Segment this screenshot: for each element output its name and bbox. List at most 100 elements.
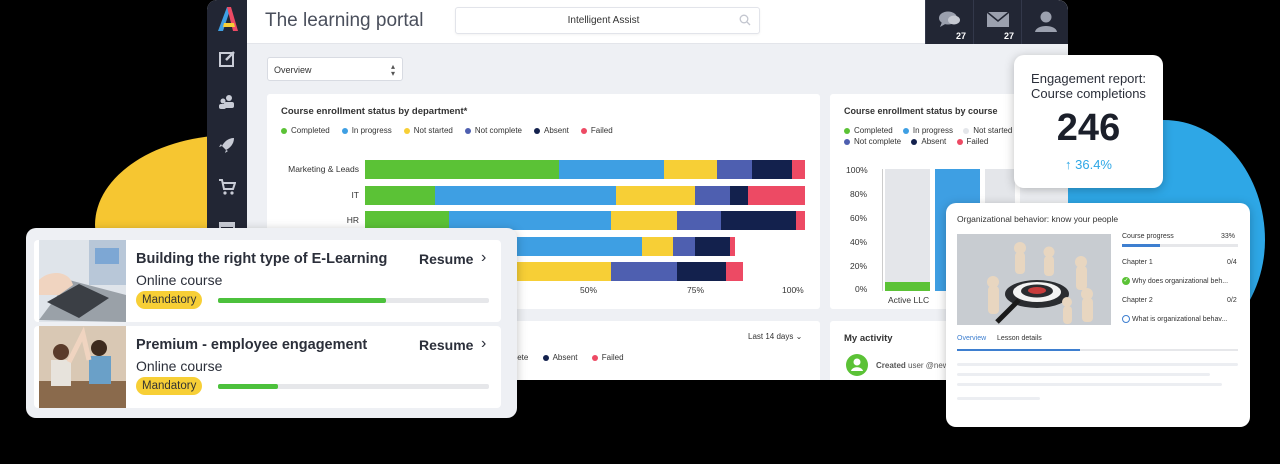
edit-icon[interactable]: [217, 50, 237, 70]
tab-underline-track: [957, 349, 1238, 351]
legend-item-not-started: Not started: [403, 126, 453, 135]
bar-label: HR: [346, 215, 359, 225]
users-icon[interactable]: [217, 93, 237, 113]
engagement-value: 246: [1056, 107, 1121, 149]
rocket-icon[interactable]: [217, 136, 237, 156]
course-title[interactable]: Premium - employee engagement: [136, 337, 368, 353]
bar-segment-failed: [747, 185, 805, 205]
cart-icon[interactable]: [217, 178, 237, 198]
bar-segment-absent: [694, 236, 731, 256]
chat-button[interactable]: 27: [925, 0, 972, 44]
bottom-chart-legend: plete Absent Failed: [511, 353, 624, 362]
course-chart-legend-row1: Completed In progress Not started: [844, 126, 1024, 135]
course-progress-track: [218, 384, 489, 389]
search-input-value: Intelligent Assist: [567, 15, 640, 26]
bar-segment-in-progress: [497, 236, 643, 256]
course-row[interactable]: Premium - employee engagement Online cour…: [34, 326, 501, 408]
course-type: Online course: [136, 358, 223, 374]
bar-segment-not-complete: [611, 262, 678, 281]
tab-lesson-details[interactable]: Lesson details: [997, 335, 1042, 342]
view-select[interactable]: Overview ▴ ▾: [267, 57, 403, 81]
course-thumbnail[interactable]: [39, 326, 126, 408]
search-icon[interactable]: [739, 14, 751, 26]
mail-count: 27: [1003, 31, 1014, 41]
tab-overview[interactable]: Overview: [957, 335, 987, 342]
brand-logo-icon: [218, 7, 238, 31]
date-range-select[interactable]: Last 14 days ⌄: [748, 332, 802, 341]
placeholder-line: [957, 383, 1222, 386]
legend-label: Completed: [291, 126, 330, 135]
legend-dot: [580, 127, 587, 134]
date-range-label: Last 14 days: [748, 332, 794, 341]
check-icon: ✓: [1122, 277, 1130, 285]
course-title[interactable]: Building the right type of E-Learning: [136, 251, 388, 267]
legend-dot: [341, 127, 348, 134]
engagement-change: ↑ 36.4%: [1065, 157, 1112, 172]
mail-button[interactable]: 27: [973, 0, 1020, 44]
bar-label: Marketing & Leads: [288, 164, 359, 174]
legend-item-in-progress: In progress: [341, 126, 392, 135]
y-tick-40: 40%: [850, 237, 868, 247]
column-active-llc-not-started: [885, 169, 930, 282]
bar-segment-failed: [725, 262, 744, 281]
y-axis-line: [882, 169, 883, 291]
legend-item-completed: Completed: [281, 126, 330, 135]
top-bar: The learning portal Intelligent Assist 2…: [247, 0, 1068, 44]
chapter-1-label: Chapter 1: [1122, 259, 1153, 266]
legend-label: In progress: [351, 126, 392, 135]
target-pawns-image: [957, 234, 1111, 325]
lesson-1-item[interactable]: ✓ Why does organizational beh...: [1122, 277, 1229, 285]
y-tick-60: 60%: [850, 213, 868, 223]
bar-segment-in-progress: [435, 185, 616, 205]
chevron-right-icon[interactable]: ›: [481, 249, 487, 266]
chevron-updown-icon: ▴ ▾: [390, 62, 395, 78]
user-icon: [1035, 11, 1057, 32]
legend-label: Not complete: [474, 126, 522, 135]
tab-active-indicator: [957, 349, 1080, 351]
bar-segment-not-complete: [672, 236, 695, 256]
placeholder-line: [957, 397, 1040, 400]
course-progress-value: 33%: [1221, 233, 1236, 240]
course-progress-track: [218, 298, 489, 303]
bar-segment-not-complete: [694, 185, 731, 205]
bar-segment-not-complete: [716, 160, 753, 179]
course-type: Online course: [136, 272, 223, 288]
bar-segment-completed: [365, 185, 436, 205]
profile-button[interactable]: [1021, 0, 1068, 44]
lesson-2-item[interactable]: What is organizational behav...: [1122, 315, 1227, 323]
resume-button[interactable]: Resume: [419, 337, 474, 353]
y-tick-0: 0%: [855, 284, 868, 294]
mail-icon: [986, 11, 1010, 27]
bar-segment-failed: [791, 160, 805, 179]
chevron-right-icon[interactable]: ›: [481, 335, 487, 352]
legend-dot: [534, 127, 540, 134]
view-select-value: Overview: [274, 65, 312, 75]
y-tick-80: 80%: [850, 189, 868, 199]
chapter-1-count: 0/4: [1227, 259, 1237, 266]
bar-segment-not-started: [642, 236, 673, 256]
course-progress-fill: [218, 384, 278, 389]
dept-chart-legend: Completed In progress Not started Not compl…: [281, 126, 625, 135]
mandatory-badge: Mandatory: [136, 377, 203, 395]
x-tick-75: 75%: [687, 285, 705, 295]
activity-entry: Created user @new: [876, 361, 949, 370]
bar-segment-completed: [365, 211, 449, 230]
bar-segment-absent: [730, 185, 748, 205]
course-row[interactable]: Building the right type of E-Learning Onl…: [34, 240, 501, 322]
y-tick-20: 20%: [850, 261, 868, 271]
resume-button[interactable]: Resume: [419, 251, 474, 267]
mandatory-badge: Mandatory: [136, 291, 203, 309]
top-icons: 27 27: [925, 0, 1068, 44]
courses-panel: Building the right type of E-Learning Onl…: [26, 228, 517, 418]
bar-segment-in-progress: [558, 160, 665, 179]
search-input[interactable]: Intelligent Assist: [455, 7, 760, 34]
legend-label: Failed: [590, 126, 613, 135]
x-tick-100: 100%: [782, 285, 804, 295]
bar-segment-absent: [752, 160, 792, 179]
course-thumbnail[interactable]: [39, 240, 126, 322]
course-detail-title: Organizational behavior: know your peopl…: [957, 214, 1119, 224]
column-active-llc-completed: [885, 282, 930, 291]
engagement-title: Engagement report: Course completions: [1031, 71, 1146, 101]
bar-row: [365, 160, 805, 179]
